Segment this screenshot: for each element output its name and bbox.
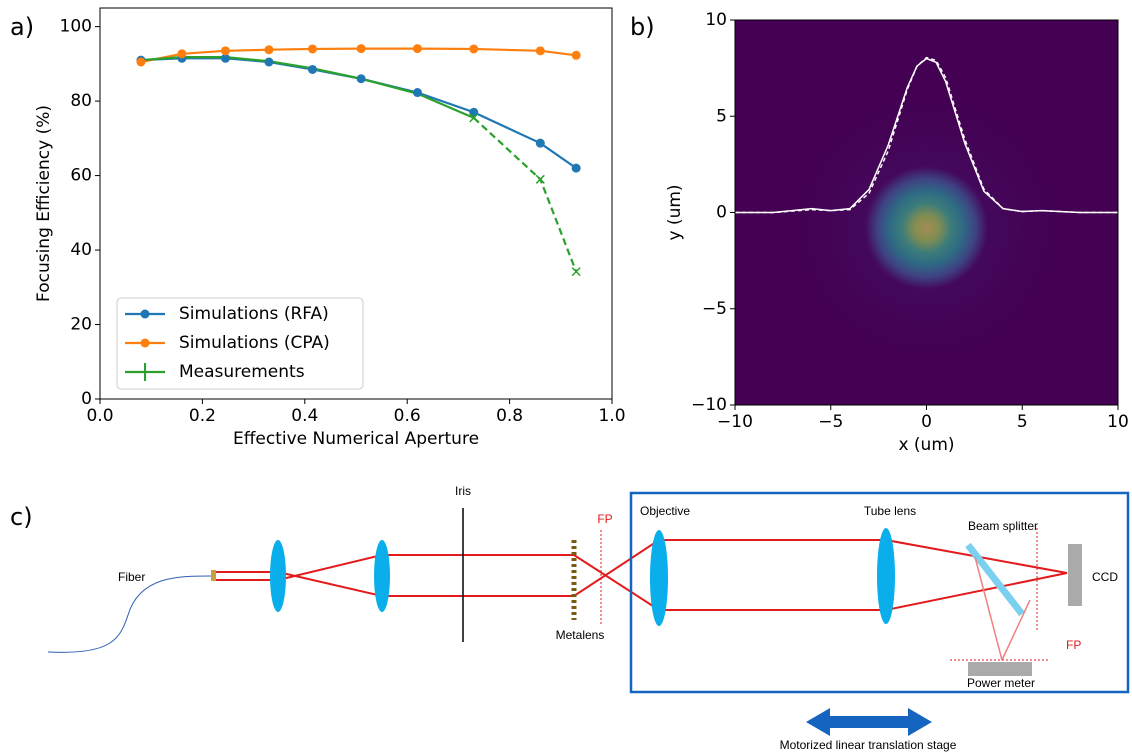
lenses [270, 528, 895, 626]
chart: −10 −5 0 5 10 −10 −5 0 5 10 x (um) y (um) b) [630, 10, 1129, 455]
fiber-end [211, 570, 216, 581]
label: Beam splitter [968, 519, 1038, 533]
x-tick-label: 0.6 [394, 406, 421, 426]
y-tick-label: 40 [70, 240, 92, 260]
charts: 0.0 0.2 0.4 0.6 0.8 1.0020406080100Effective … [10, 7, 1129, 455]
y-axis-label: Focusing Efficiency (%) [34, 105, 54, 302]
legend-box [116, 297, 364, 390]
x-tick-label: 0 [921, 412, 932, 432]
stage-box [629, 491, 1130, 694]
y-tick-label: 80 [70, 91, 92, 111]
panel-label: a) [10, 13, 34, 41]
plot-area [735, 20, 1118, 405]
panel-label: c) [10, 503, 33, 531]
x-tick-label: 0.2 [189, 406, 216, 426]
y-tick-label: 0 [81, 389, 92, 409]
fiber [47, 575, 214, 653]
label: Objective [640, 504, 690, 518]
ccd [1068, 544, 1082, 606]
marker [469, 107, 479, 117]
line [140, 56, 475, 119]
legend-marker [140, 338, 150, 348]
marker [356, 44, 366, 54]
chart: 0.0 0.2 0.4 0.6 0.8 1.0 0 20 40 60 80 100 Effective … [10, 7, 626, 449]
x-tick-label: 0.8 [496, 406, 523, 426]
panel-label: b) [630, 13, 655, 41]
x-tick-label: 0.4 [291, 406, 318, 426]
x-tick-label: 10 [1107, 412, 1129, 432]
stage-arrow [806, 708, 932, 736]
x-tick-label: 5 [1017, 412, 1028, 432]
label: Fiber [118, 570, 145, 584]
label: Power meter [967, 676, 1035, 690]
marker [356, 74, 366, 84]
marker [412, 88, 422, 98]
label: Metalens [556, 628, 605, 642]
line [140, 47, 577, 64]
reflected-beam [974, 556, 1031, 661]
marker [264, 57, 274, 67]
power-meter [968, 662, 1032, 676]
y-tick-label: −10 [691, 395, 727, 415]
y-tick-label: 5 [716, 106, 727, 126]
x-tick-label: −10 [717, 412, 753, 432]
legend-marker [140, 309, 150, 319]
label: CCD [1092, 570, 1118, 584]
legend-label: Measurements [179, 362, 305, 382]
marker [307, 44, 317, 54]
legend: Simulations (RFA) Simulations (CPA) Measur… [116, 297, 364, 390]
marker [535, 174, 545, 184]
marker [220, 46, 230, 56]
label: FP [1066, 638, 1081, 652]
marker [412, 44, 422, 54]
marker [264, 45, 274, 55]
marker [469, 44, 479, 54]
marker [469, 113, 479, 123]
marker [571, 50, 581, 60]
y-tick-label: 10 [705, 10, 727, 30]
marker [307, 64, 317, 74]
x-tick-label: −5 [818, 412, 843, 432]
label: Motorized linear translation stage [780, 738, 957, 752]
label: FP [597, 512, 612, 526]
beam [216, 539, 1068, 611]
y-tick-label: 100 [60, 17, 92, 37]
y-tick-label: 60 [70, 166, 92, 186]
marker [220, 53, 230, 63]
x-tick-label: 1.0 [598, 406, 625, 426]
marker [535, 138, 545, 148]
line [473, 117, 578, 273]
marker [571, 163, 581, 173]
y-tick-label: −5 [702, 299, 727, 319]
marker [571, 267, 581, 277]
marker [535, 46, 545, 56]
x-axis-label: Effective Numerical Aperture [233, 429, 479, 449]
marker [136, 57, 146, 67]
legend-label: Simulations (CPA) [179, 333, 330, 353]
legend-label: Simulations (RFA) [179, 304, 329, 324]
x-axis-label: x (um) [898, 435, 954, 455]
diagram: c) Fiber Iris FP Metalens Objective Tube… [10, 484, 1130, 752]
beam-splitter [965, 542, 1025, 617]
label: Tube lens [864, 504, 916, 518]
line [735, 56, 1118, 214]
axes-frame [99, 7, 613, 400]
y-axis-label: y (um) [665, 184, 685, 240]
y-tick-label: 20 [70, 315, 92, 335]
label: Iris [455, 484, 471, 498]
y-tick-label: 0 [716, 203, 727, 223]
marker [177, 49, 187, 59]
halo [785, 86, 1068, 369]
x-tick-label: 0.0 [86, 406, 113, 426]
